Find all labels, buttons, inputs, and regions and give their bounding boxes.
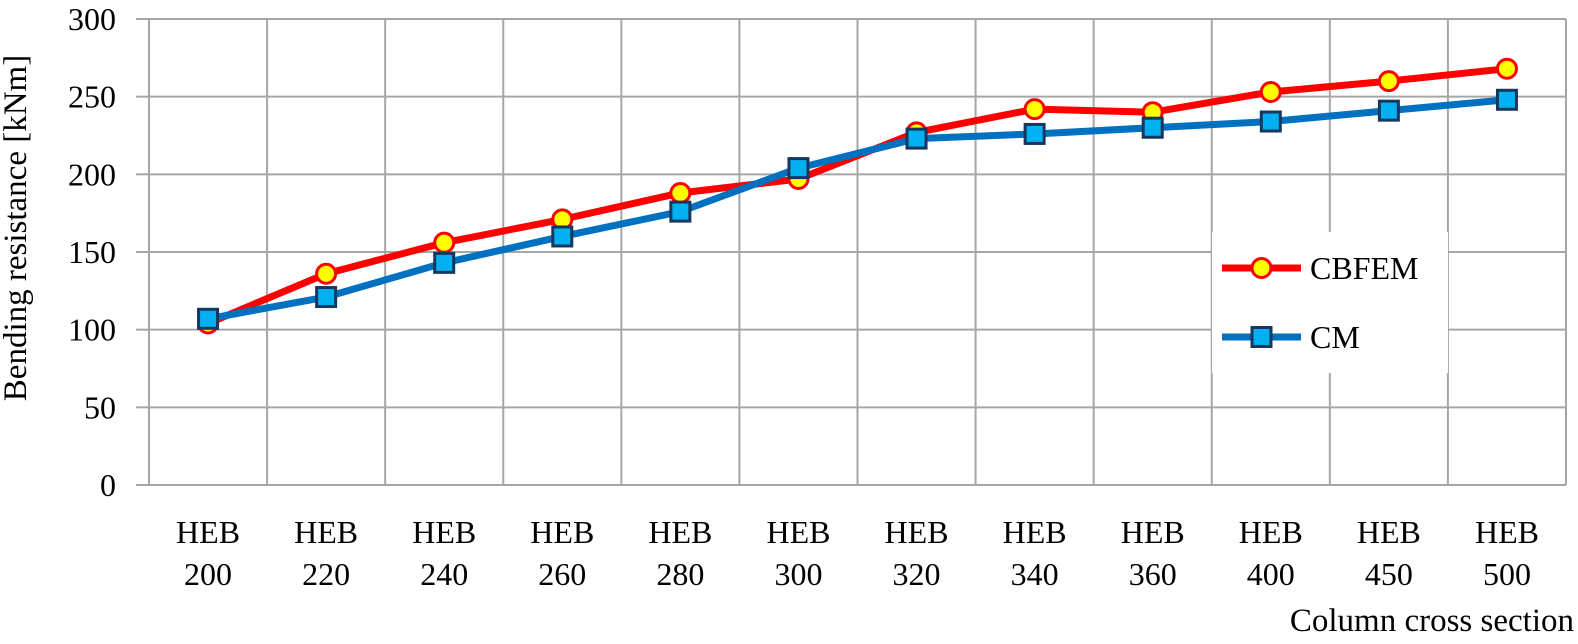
x-axis-tick-label-line1: HEB [885, 514, 949, 550]
x-axis-tick-label-line2: 340 [1011, 556, 1059, 592]
axis-tick-labels: 0 50 100 150 200 250 300 HEB 200 HEB 220 HEB 240 HEB 2… [68, 1, 1539, 592]
x-axis-tick-label-line2: 200 [184, 556, 232, 592]
x-axis-tick-label-line1: HEB [1003, 514, 1067, 550]
x-axis-tick-label-line1: HEB [1475, 514, 1539, 550]
y-axis-title: Bending resistance [kNm] [0, 55, 34, 401]
marker-cbfem [315, 262, 338, 285]
marker-legend-cm [1250, 326, 1273, 348]
marker-cm [433, 251, 456, 274]
y-axis-tick-label: 150 [68, 234, 116, 270]
legend-label-cbfem: CBFEM [1310, 250, 1418, 286]
series-line-cm [207, 96, 1508, 323]
marker-cm [1141, 116, 1164, 139]
x-axis-tick-label-line1: HEB [530, 514, 594, 550]
y-axis-tick-label: 250 [68, 79, 116, 115]
x-axis-tick-label-line2: 280 [656, 556, 704, 592]
marker-cbfem [669, 181, 692, 204]
y-axis-tick-label: 100 [68, 312, 116, 348]
x-axis-tick-label-line2: 500 [1483, 556, 1531, 592]
marker-cm [1377, 99, 1400, 122]
marker-legend-cbfem [1250, 257, 1273, 279]
x-axis-tick-label-line2: 450 [1365, 556, 1413, 592]
marker-cbfem [1259, 81, 1282, 104]
legend-item-cbfem: CBFEM [1222, 250, 1418, 286]
x-axis-tick-label-line1: HEB [176, 514, 240, 550]
marker-cm [905, 127, 928, 150]
legend: CBFEM CM [1212, 232, 1448, 373]
x-axis-tick-label-line1: HEB [1121, 514, 1185, 550]
x-axis-tick-label-line2: 240 [420, 556, 468, 592]
legend-label-cm: CM [1310, 319, 1360, 355]
data-series [197, 57, 1518, 335]
y-axis-tick-label: 200 [68, 156, 116, 192]
marker-cbfem [1377, 70, 1400, 93]
legend-item-cm: CM [1222, 319, 1360, 355]
x-axis-tick-label-line2: 220 [302, 556, 350, 592]
marker-cm [551, 225, 574, 248]
x-axis-tick-label-line1: HEB [766, 514, 830, 550]
x-axis-tick-label-line2: 320 [893, 556, 941, 592]
x-axis-tick-label-line2: 260 [538, 556, 586, 592]
y-axis-tick-label: 0 [100, 467, 116, 503]
x-axis-tick-label-line1: HEB [1239, 514, 1303, 550]
x-axis-tick-label-line1: HEB [412, 514, 476, 550]
marker-cbfem [1495, 57, 1518, 80]
marker-cm [1259, 110, 1282, 133]
marker-cm [787, 157, 810, 180]
y-axis-tick-label: 300 [68, 1, 116, 37]
x-axis-tick-label-line1: HEB [1357, 514, 1421, 550]
marker-cm [315, 286, 338, 309]
x-axis-tick-label-line2: 300 [774, 556, 822, 592]
marker-cm [1023, 122, 1046, 145]
marker-cm [1495, 88, 1518, 111]
marker-cm [197, 307, 220, 330]
x-axis-tick-label-line2: 360 [1129, 556, 1177, 592]
marker-cbfem [433, 231, 456, 254]
x-axis-tick-label-line1: HEB [294, 514, 358, 550]
x-axis-tick-label-line1: HEB [648, 514, 712, 550]
marker-cbfem [1023, 98, 1046, 121]
legend-box [1212, 232, 1448, 373]
series-cm [197, 88, 1518, 330]
y-axis-tick-label: 50 [84, 389, 116, 425]
x-axis-title: Column cross section [1290, 603, 1574, 639]
marker-cm [669, 200, 692, 223]
x-axis-tick-label-line2: 400 [1247, 556, 1295, 592]
